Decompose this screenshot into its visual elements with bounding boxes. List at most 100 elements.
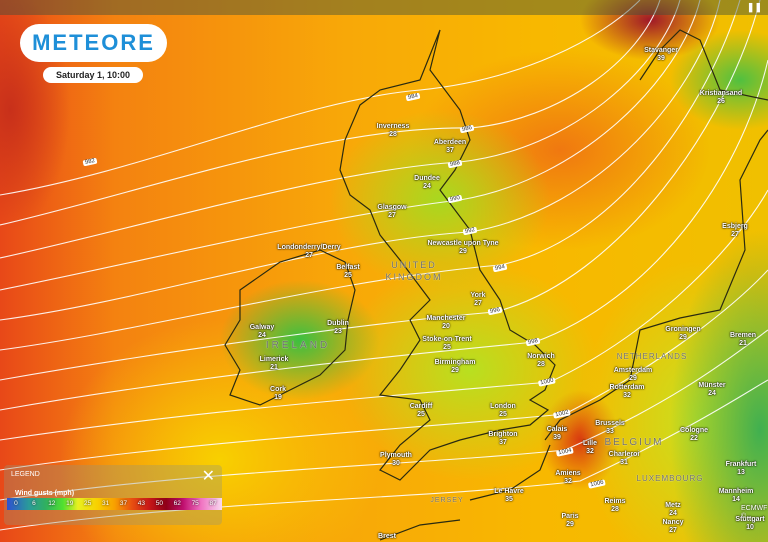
city-name: Stavanger bbox=[644, 47, 678, 54]
city-name: Groningen bbox=[665, 326, 701, 333]
meteore-logo[interactable]: METEORE bbox=[20, 24, 167, 62]
city-gust-value: 31 bbox=[620, 459, 628, 466]
city-label[interactable]: Stuttgart 10 bbox=[735, 516, 764, 532]
city-label[interactable]: Le Havre 35 bbox=[494, 488, 524, 504]
city-name: Aberdeen bbox=[433, 139, 467, 146]
city-gust-value: 33 bbox=[606, 428, 614, 435]
city-gust-value: 20 bbox=[442, 323, 450, 330]
city-label[interactable]: Nancy 27 bbox=[662, 519, 683, 535]
city-name: Frankfurt bbox=[725, 461, 757, 468]
city-name: Inverness bbox=[376, 123, 410, 130]
city-gust-value: 27 bbox=[669, 527, 677, 534]
city-gust-value: 27 bbox=[731, 231, 739, 238]
city-label[interactable]: Rotterdam 32 bbox=[609, 384, 644, 400]
city-label[interactable]: Birmingham 29 bbox=[435, 359, 476, 375]
city-name: Charleroi bbox=[608, 451, 640, 458]
city-label[interactable]: Cork 19 bbox=[270, 386, 286, 402]
country-label: UNITED KINGDOM bbox=[385, 260, 443, 282]
city-name: Dundee bbox=[414, 175, 440, 182]
forecast-datetime[interactable]: Saturday 1, 10:00 bbox=[43, 67, 143, 83]
city-label[interactable]: Manchester 20 bbox=[427, 315, 466, 331]
city-name: Cork bbox=[270, 386, 286, 393]
legend-value: 31 bbox=[101, 500, 110, 507]
city-label[interactable]: Norwich 28 bbox=[527, 353, 555, 369]
city-label[interactable]: London 25 bbox=[490, 403, 516, 419]
city-label[interactable]: York 27 bbox=[470, 292, 485, 308]
city-name: Stuttgart bbox=[735, 516, 765, 523]
city-gust-value: 27 bbox=[305, 252, 313, 259]
city-label[interactable]: Esbjerg 27 bbox=[722, 223, 748, 239]
country-label: BELGIUM bbox=[604, 437, 664, 448]
city-name: Lille bbox=[582, 440, 598, 447]
city-name: Nancy bbox=[662, 519, 684, 526]
city-name: Metz bbox=[665, 502, 681, 509]
city-gust-value: 24 bbox=[423, 183, 431, 190]
city-gust-value: 29 bbox=[679, 334, 687, 341]
city-gust-value: 14 bbox=[732, 496, 740, 503]
city-label[interactable]: Plymouth 30 bbox=[380, 452, 412, 468]
city-label[interactable]: Kristiansand 26 bbox=[700, 90, 742, 106]
city-gust-value: 28 bbox=[537, 361, 545, 368]
city-label[interactable]: Metz 24 bbox=[665, 502, 681, 518]
legend-value: 50 bbox=[155, 500, 163, 507]
city-gust-value: 32 bbox=[564, 478, 572, 485]
city-label[interactable]: Glasgow 27 bbox=[377, 204, 406, 220]
city-gust-value: 39 bbox=[657, 55, 665, 62]
city-name: Amsterdam bbox=[613, 367, 653, 374]
city-label[interactable]: Belfast 25 bbox=[336, 264, 359, 280]
legend-value: 37 bbox=[119, 500, 128, 507]
city-label[interactable]: Newcastle upon Tyne 29 bbox=[427, 240, 498, 256]
city-gust-value: 37 bbox=[446, 147, 454, 154]
city-gust-value: 22 bbox=[690, 435, 698, 442]
close-icon[interactable]: ✕ bbox=[201, 468, 215, 485]
city-label[interactable]: Londonderry/Derry 27 bbox=[277, 244, 340, 260]
legend-value: 87 bbox=[209, 500, 217, 507]
city-label[interactable]: Groningen 29 bbox=[665, 326, 700, 342]
city-name: Le Havre bbox=[494, 488, 524, 495]
city-label[interactable]: Frankfurt 13 bbox=[726, 461, 757, 477]
city-name: Bremen bbox=[729, 332, 757, 339]
city-name: Reims bbox=[604, 498, 626, 505]
city-gust-value: 29 bbox=[629, 375, 637, 382]
city-label[interactable]: Stoke-on-Trent 25 bbox=[422, 336, 471, 352]
city-label[interactable]: Brussels 33 bbox=[595, 420, 625, 436]
city-label[interactable]: Limerick 21 bbox=[260, 356, 289, 372]
city-label[interactable]: Dundee 24 bbox=[414, 175, 440, 191]
city-label[interactable]: Inverness 28 bbox=[377, 123, 410, 139]
city-name: Newcastle upon Tyne bbox=[427, 240, 499, 247]
city-label[interactable]: Stavanger 39 bbox=[644, 47, 678, 63]
country-label: JERSEY bbox=[430, 497, 464, 504]
city-label[interactable]: Lille 32 bbox=[583, 440, 597, 456]
legend-value: 12 bbox=[48, 500, 56, 507]
city-label[interactable]: Münster 24 bbox=[698, 382, 725, 398]
city-gust-value: 30 bbox=[392, 460, 400, 467]
city-label[interactable]: Dublin 23 bbox=[327, 320, 349, 336]
city-label[interactable]: Reims 28 bbox=[604, 498, 625, 514]
country-label: LUXEMBOURG bbox=[636, 474, 704, 483]
city-label[interactable]: Galway 24 bbox=[250, 324, 275, 340]
city-name: Plymouth bbox=[380, 452, 412, 459]
city-label[interactable]: Amsterdam 29 bbox=[614, 367, 653, 383]
city-gust-value: 25 bbox=[417, 411, 425, 418]
city-name: Brest bbox=[378, 533, 396, 540]
city-label[interactable]: Paris 29 bbox=[561, 513, 578, 529]
city-label[interactable]: Aberdeen 37 bbox=[434, 139, 466, 155]
city-label[interactable]: Cologne 22 bbox=[680, 427, 708, 443]
city-label[interactable]: Calais 39 bbox=[547, 426, 568, 442]
pause-icon[interactable]: ❚❚ bbox=[746, 2, 762, 12]
city-label[interactable]: Mannheim 14 bbox=[719, 488, 754, 504]
city-gust-value: 23 bbox=[334, 328, 342, 335]
city-name: Londonderry/Derry bbox=[277, 244, 341, 251]
city-label[interactable]: Charleroi 31 bbox=[609, 451, 640, 467]
city-name: Rotterdam bbox=[609, 384, 645, 391]
city-label[interactable]: Bremen 21 bbox=[730, 332, 756, 348]
city-label[interactable]: Brest bbox=[378, 533, 396, 541]
city-gust-value: 25 bbox=[499, 411, 507, 418]
legend-value: 0 bbox=[14, 500, 18, 507]
city-label[interactable]: Brighton 37 bbox=[488, 431, 517, 447]
city-label[interactable]: Amiens 32 bbox=[555, 470, 580, 486]
legend-unit: Wind gusts (mph) bbox=[15, 490, 75, 497]
city-label[interactable]: Cardiff 25 bbox=[410, 403, 433, 419]
